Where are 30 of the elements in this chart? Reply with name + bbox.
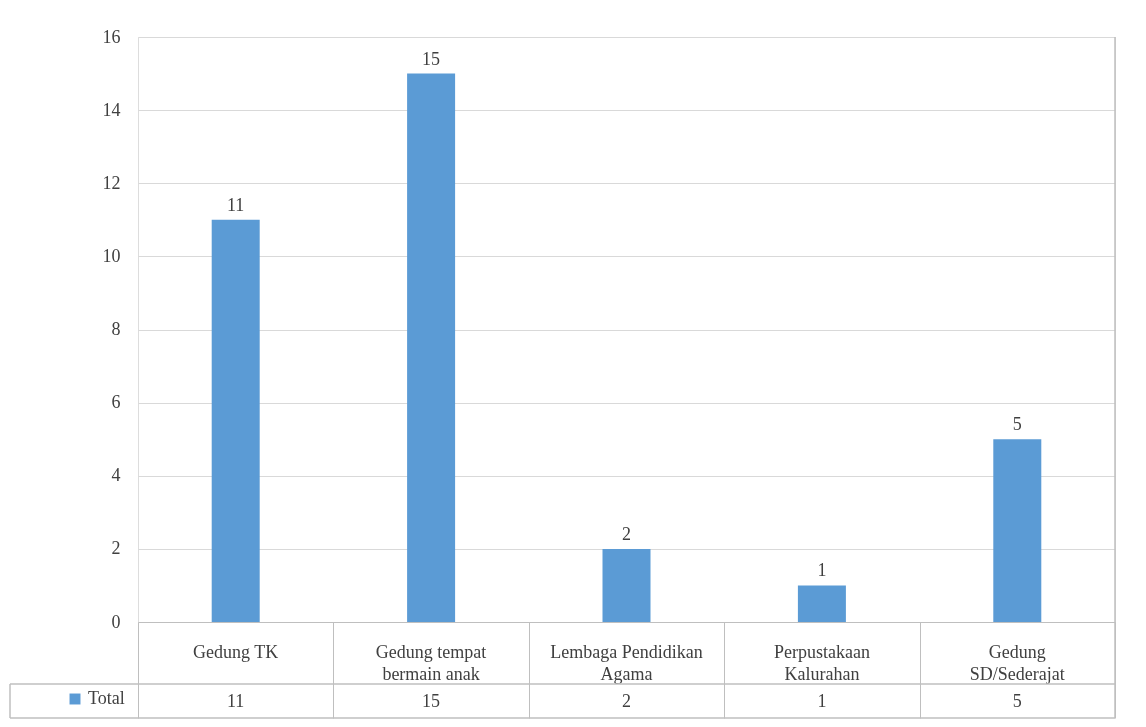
data-label: 11 xyxy=(227,691,245,711)
bar xyxy=(407,73,456,622)
text: 15 xyxy=(422,48,441,69)
text: 5 xyxy=(1012,414,1022,435)
x-tick-label: Gedung SD/Sederajat xyxy=(969,642,1065,684)
x-tick-label: Gedung tempat bermain anak xyxy=(375,642,487,684)
text: 11 xyxy=(227,194,245,215)
y-tick-label: 6 xyxy=(111,392,121,413)
y-tick-label: 12 xyxy=(102,172,121,193)
data-label: 1 xyxy=(817,691,827,711)
x-tick-label: Perpustakaan Kalurahan xyxy=(773,642,870,684)
text: 1 xyxy=(817,560,827,581)
data-label: 15 xyxy=(422,691,441,711)
y-tick-label: 16 xyxy=(102,26,121,47)
bar xyxy=(211,219,260,622)
text: 2 xyxy=(622,523,631,544)
y-tick-label: 10 xyxy=(102,245,121,266)
x-tick-label: Lembaga Pendidikan Agama xyxy=(550,642,703,684)
y-tick-label: 0 xyxy=(111,611,121,632)
y-tick-label: 14 xyxy=(102,99,121,120)
x-tick-label: Gedung TK xyxy=(193,642,279,662)
y-tick-label: 8 xyxy=(111,319,121,339)
data-label: 5 xyxy=(1012,691,1022,711)
bar xyxy=(602,548,651,622)
data-label: 2 xyxy=(622,691,631,711)
y-tick-label: 2 xyxy=(111,538,121,559)
y-tick-label: 4 xyxy=(111,465,121,486)
bar xyxy=(993,439,1042,622)
legend-label: Total xyxy=(88,688,125,708)
bar xyxy=(797,585,846,622)
